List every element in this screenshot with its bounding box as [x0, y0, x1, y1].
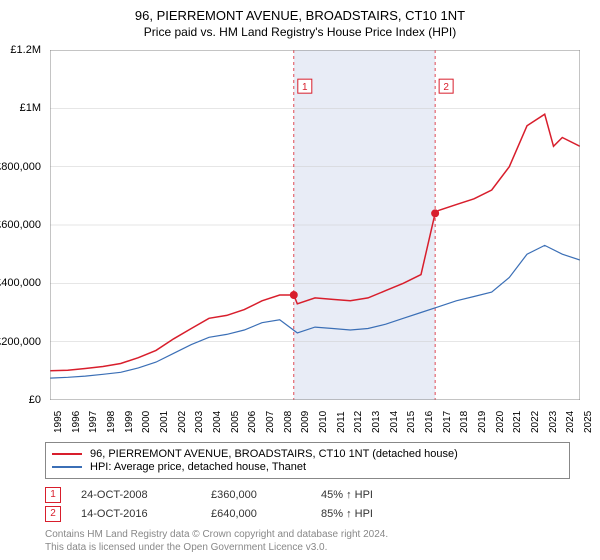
- sale-row: 1 24-OCT-2008£360,00045% ↑ HPI: [45, 487, 570, 503]
- svg-text:2: 2: [443, 82, 449, 93]
- legend: 96, PIERREMONT AVENUE, BROADSTAIRS, CT10…: [45, 442, 570, 479]
- x-tick-label: 2022: [530, 411, 541, 433]
- x-tick-label: 2000: [141, 411, 152, 433]
- attribution: Contains HM Land Registry data © Crown c…: [45, 528, 388, 554]
- legend-item: HPI: Average price, detached house, Than…: [52, 461, 563, 473]
- x-tick-label: 2003: [194, 411, 205, 433]
- sales-table: 1 24-OCT-2008£360,00045% ↑ HPI 2 14-OCT-201…: [45, 484, 570, 525]
- legend-swatch: [52, 466, 82, 468]
- x-tick-label: 2006: [247, 411, 258, 433]
- y-tick-label: £1.2M: [10, 44, 41, 56]
- legend-label: 96, PIERREMONT AVENUE, BROADSTAIRS, CT10…: [90, 448, 458, 460]
- x-tick-label: 1997: [88, 411, 99, 433]
- y-tick-label: £0: [29, 394, 41, 406]
- y-tick-label: £200,000: [0, 336, 41, 348]
- sale-marker-icon: 2: [45, 506, 61, 522]
- x-tick-label: 2001: [159, 411, 170, 433]
- x-tick-label: 2021: [512, 411, 523, 433]
- y-tick-label: £1M: [20, 102, 41, 114]
- sale-date: 14-OCT-2016: [81, 508, 211, 520]
- x-tick-label: 2024: [565, 411, 576, 433]
- x-tick-label: 1999: [124, 411, 135, 433]
- title-sub: Price paid vs. HM Land Registry's House …: [0, 25, 600, 39]
- x-tick-label: 2011: [336, 411, 347, 433]
- legend-swatch: [52, 453, 82, 455]
- y-tick-label: £600,000: [0, 219, 41, 231]
- legend-item: 96, PIERREMONT AVENUE, BROADSTAIRS, CT10…: [52, 448, 563, 460]
- x-tick-label: 2007: [265, 411, 276, 433]
- x-axis: 1995 1996 1997 1998 1999 2000 2001 2002 2003 2004…: [50, 405, 580, 445]
- chart-svg: 12: [50, 50, 580, 400]
- x-tick-label: 2014: [389, 411, 400, 433]
- plot-area: 12: [50, 50, 580, 400]
- sale-hpi: 85% ↑ HPI: [321, 508, 441, 520]
- sale-price: £360,000: [211, 489, 321, 501]
- sale-marker-icon: 1: [45, 487, 61, 503]
- x-tick-label: 2015: [406, 411, 417, 433]
- x-tick-label: 2017: [442, 411, 453, 433]
- y-axis: £0£200,000£400,000£600,000£800,000£1M£1.…: [0, 50, 45, 400]
- x-tick-label: 2002: [177, 411, 188, 433]
- x-tick-label: 2016: [424, 411, 435, 433]
- chart-container: 96, PIERREMONT AVENUE, BROADSTAIRS, CT10…: [0, 0, 600, 560]
- x-tick-label: 2004: [212, 411, 223, 433]
- x-tick-label: 2018: [459, 411, 470, 433]
- legend-label: HPI: Average price, detached house, Than…: [90, 461, 306, 473]
- title-block: 96, PIERREMONT AVENUE, BROADSTAIRS, CT10…: [0, 0, 600, 39]
- x-tick-label: 2013: [371, 411, 382, 433]
- title-main: 96, PIERREMONT AVENUE, BROADSTAIRS, CT10…: [0, 8, 600, 23]
- y-tick-label: £800,000: [0, 161, 41, 173]
- x-tick-label: 2010: [318, 411, 329, 433]
- x-tick-label: 2019: [477, 411, 488, 433]
- attribution-line1: Contains HM Land Registry data © Crown c…: [45, 528, 388, 541]
- x-tick-label: 1995: [53, 411, 64, 433]
- svg-text:1: 1: [302, 82, 308, 93]
- x-tick-label: 2008: [283, 411, 294, 433]
- x-tick-label: 2005: [230, 411, 241, 433]
- x-tick-label: 2020: [495, 411, 506, 433]
- y-tick-label: £400,000: [0, 277, 41, 289]
- sale-row: 2 14-OCT-2016£640,00085% ↑ HPI: [45, 506, 570, 522]
- x-tick-label: 2009: [300, 411, 311, 433]
- x-tick-label: 2012: [353, 411, 364, 433]
- sale-price: £640,000: [211, 508, 321, 520]
- x-tick-label: 1998: [106, 411, 117, 433]
- sale-hpi: 45% ↑ HPI: [321, 489, 441, 501]
- attribution-line2: This data is licensed under the Open Gov…: [45, 541, 388, 554]
- x-tick-label: 1996: [71, 411, 82, 433]
- x-tick-label: 2025: [583, 411, 594, 433]
- sale-date: 24-OCT-2008: [81, 489, 211, 501]
- x-tick-label: 2023: [548, 411, 559, 433]
